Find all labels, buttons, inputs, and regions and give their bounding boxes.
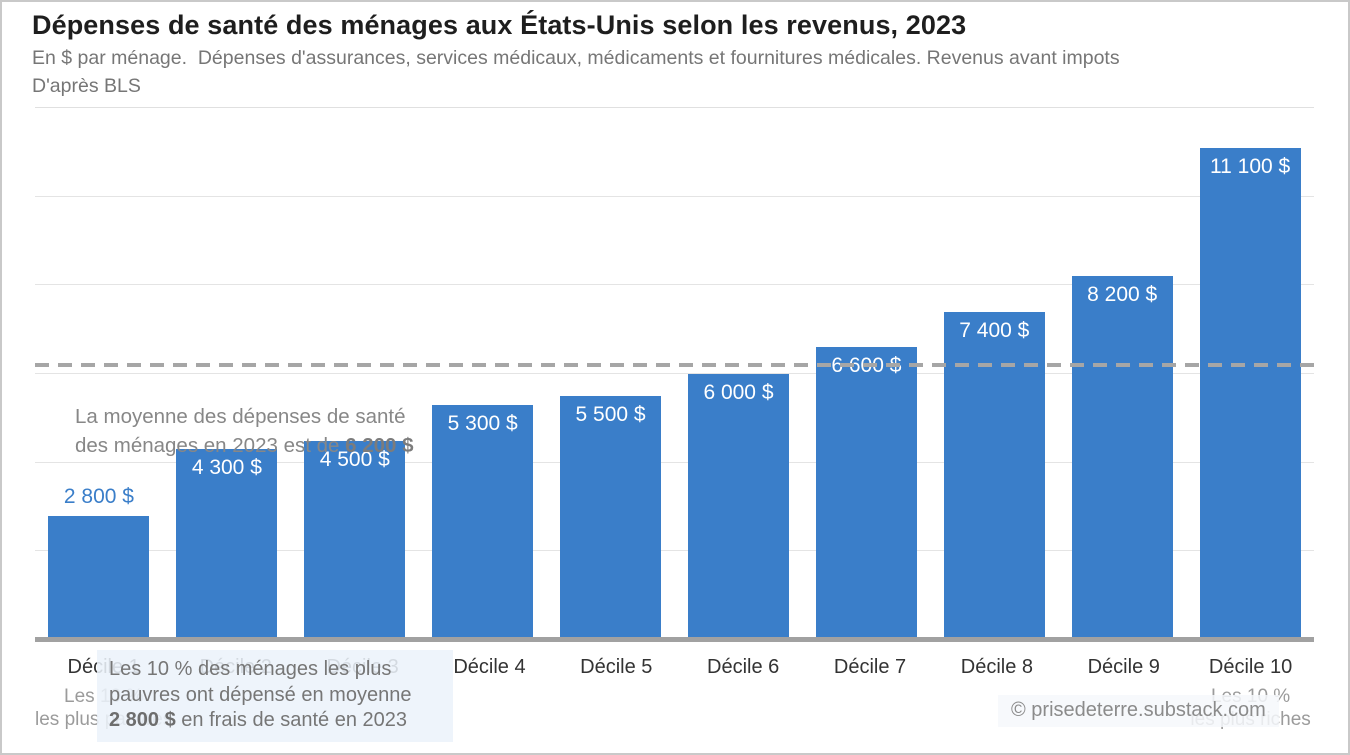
poorest-decile-annotation: Les 10 % des ménages les plus pauvres on… (97, 650, 453, 742)
x-label-column-4: Décile 4 (426, 654, 553, 731)
bar-value-label-3: 4 500 $ (319, 447, 390, 471)
x-tick-label-decile-5: Décile 5 (580, 656, 653, 678)
bar-value-label-5: 5 500 $ (575, 403, 646, 427)
gridline-6000 (35, 373, 1314, 374)
bar-value-label-2: 4 300 $ (191, 456, 262, 480)
bar-value-label-1: 2 800 $ (63, 484, 134, 508)
x-label-column-6: Décile 6 (680, 654, 807, 731)
gridline-10000 (35, 195, 1314, 197)
x-tick-label-decile-4: Décile 4 (453, 656, 526, 678)
chart-title: Dépenses de santé des ménages aux États-… (32, 10, 967, 40)
watermark-link[interactable]: © prisedeterre.substack.com (998, 695, 1279, 727)
x-tick-label-decile-6: Décile 6 (707, 656, 780, 678)
bar-decile-9: 8 200 $ (1071, 276, 1173, 640)
chart-subtitle: En $ par ménage. Dépenses d'assurances, … (32, 47, 1120, 69)
plot-area: 2 800 $ 4 300 $ 4 500 $ 5 300 $ 5 500 $ 6 000… (35, 107, 1314, 742)
bars-row: 2 800 $ 4 300 $ 4 500 $ 5 300 $ 5 500 $ 6 000… (35, 108, 1314, 640)
mean-annotation: La moyenne des dépenses de santé des mén… (75, 402, 414, 460)
bar-decile-2: 4 300 $ (176, 449, 278, 640)
x-label-column-5: Décile 5 (553, 654, 680, 731)
bar-value-label-4: 5 300 $ (447, 412, 518, 436)
bar-column-7: 6 600 $ (802, 108, 930, 640)
bar-column-9: 8 200 $ (1058, 108, 1186, 640)
x-label-column-7: Décile 7 (807, 654, 934, 731)
x-axis-baseline (35, 637, 1314, 642)
poor-annotation-line1: Les 10 % des ménages les plus (109, 658, 392, 680)
bar-decile-3: 4 500 $ (304, 440, 406, 640)
gridline-4000 (35, 461, 1314, 463)
x-tick-label-decile-10: Décile 10 (1208, 656, 1293, 678)
bar-decile-1: 2 800 $ (48, 485, 150, 640)
x-tick-label-decile-9: Décile 9 (1087, 656, 1160, 678)
bar-column-8: 7 400 $ (930, 108, 1058, 640)
bar-decile-5: 5 500 $ (560, 396, 662, 640)
mean-annotation-line2: des ménages en 2023 est de 6 200 $ (75, 434, 414, 457)
bar-column-5: 5 500 $ (547, 108, 675, 640)
bar-value-label-8: 7 400 $ (959, 318, 1030, 342)
bar-column-2: 4 300 $ (163, 108, 291, 640)
bar-value-label-10: 11 100 $ (1210, 154, 1291, 178)
bar-decile-8: 7 400 $ (943, 311, 1045, 640)
gridline-8000 (35, 284, 1314, 286)
mean-annotation-line1: La moyenne des dépenses de santé (75, 405, 406, 428)
bar-decile-4: 5 300 $ (432, 405, 534, 640)
bar-decile-6: 6 000 $ (687, 374, 789, 640)
x-tick-label-decile-7: Décile 7 (833, 656, 907, 678)
mean-line (35, 363, 1314, 368)
poor-annotation-line2: pauvres ont dépensé en moyenne (109, 683, 412, 706)
bar-column-10: 11 100 $ (1186, 108, 1314, 640)
x-label-column-8: Décile 8 (933, 654, 1060, 731)
x-label-column-9: Décile 9 (1060, 654, 1187, 731)
bar-column-1: 2 800 $ (35, 108, 163, 640)
x-tick-label-decile-8: Décile 8 (960, 656, 1034, 678)
bar-column-3: 4 500 $ (291, 108, 419, 640)
bar-value-label-6: 6 000 $ (703, 381, 774, 404)
bar-decile-10: 11 100 $ (1199, 147, 1301, 640)
poor-annotation-line3: 2 800 $ en frais de santé en 2023 (109, 709, 408, 731)
bar-column-6: 6 000 $ (675, 108, 803, 640)
bar-column-4: 5 300 $ (419, 108, 547, 640)
gridline-2000 (35, 550, 1314, 552)
bar-value-label-9: 8 200 $ (1087, 283, 1158, 307)
bar-decile-7: 6 600 $ (815, 347, 917, 640)
chart-source: D'après BLS (32, 75, 141, 97)
